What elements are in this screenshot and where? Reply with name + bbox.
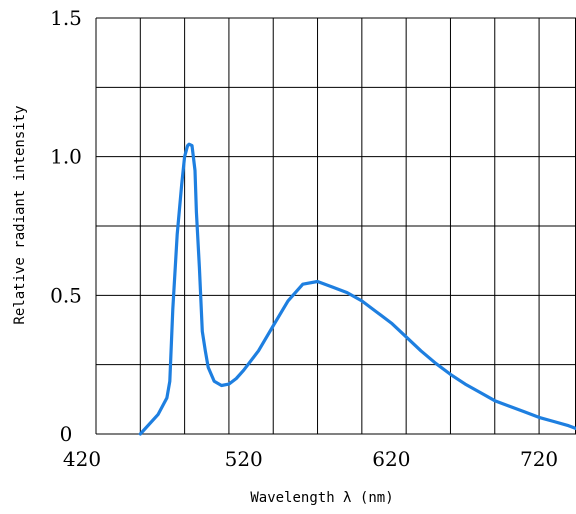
tick-labels: 0 0.5 1.0 1.5 420 520 620 720 (50, 6, 558, 471)
y-axis-title: Relative radiant intensity (12, 105, 28, 324)
x-tick-label: 620 (372, 447, 410, 471)
y-tick-label: 0.5 (50, 283, 82, 307)
y-tick-label: 0 (60, 422, 73, 446)
x-tick-label: 520 (225, 447, 263, 471)
y-tick-label: 1.0 (50, 145, 82, 169)
plot-area (138, 142, 576, 436)
x-axis-title: Wavelength λ (nm) (250, 490, 393, 506)
x-tick-label: 720 (520, 447, 558, 471)
spectrum-line (138, 142, 576, 436)
grid (95, 17, 576, 435)
x-tick-label: 420 (63, 447, 101, 471)
y-tick-label: 1.5 (50, 6, 82, 30)
